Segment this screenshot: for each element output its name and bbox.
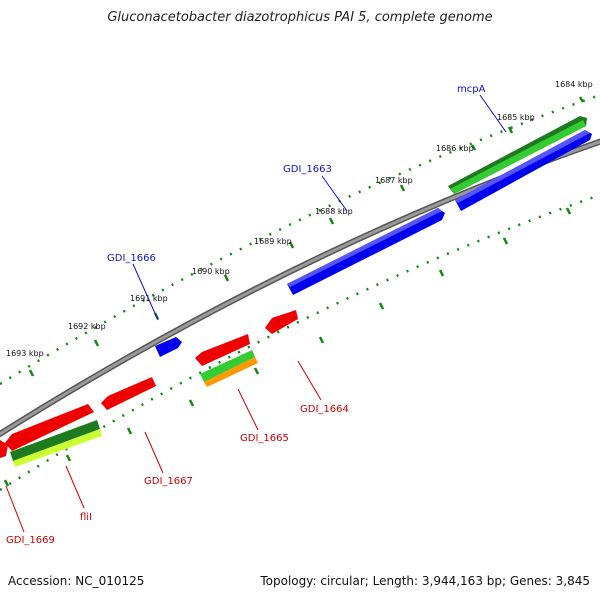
leader-line [5,485,25,533]
gene-arrow-red[interactable] [0,440,8,458]
tick-label: 1689 kbp [254,237,292,246]
leader-line [144,431,164,474]
tick-label: 1693 kbp [6,349,44,358]
gene-arrow-orange[interactable] [204,357,258,387]
tick-label: 1686 kbp [436,144,474,153]
gene-label-gdi-1663[interactable]: GDI_1663 [283,164,332,175]
inner-scale-ring [0,193,600,492]
gene-arrow-red[interactable] [101,377,156,410]
leader-line [321,175,348,212]
gene-label-mcpa[interactable]: mcpA [457,84,486,95]
leader-line [132,263,159,321]
gene-arrow-red[interactable] [195,334,250,366]
gene-arrow-red[interactable] [5,404,94,451]
tick-label: 1684 kbp [555,80,593,89]
tick-label: 1690 kbp [192,267,230,276]
gene-arrow-dark-green[interactable] [10,420,100,461]
map-title: Gluconacetobacter diazotrophicus PAI 5, … [107,10,493,25]
topology-text: Topology: circular; Length: 3,944,163 bp… [260,574,590,588]
gene-arrow-blue[interactable] [155,337,182,357]
outer-scale-ring [0,93,600,386]
leader-line [479,94,507,133]
leader-line [297,360,322,401]
gene-arrow-blue[interactable] [287,208,445,295]
leader-line [237,388,259,431]
gene-label-flii[interactable]: fliI [80,512,92,523]
gene-label-gdi-1665[interactable]: GDI_1665 [240,433,289,444]
leader-line [65,465,85,509]
gene-arrow-green[interactable] [200,350,255,382]
tick-label: 1685 kbp [497,113,535,122]
gene-label-gdi-1669[interactable]: GDI_1669 [6,535,55,546]
gene-arrow-yellow-green[interactable] [13,429,102,467]
tick-label: 1688 kbp [315,207,353,216]
tick-label: 1692 kbp [68,322,106,331]
accession-text: Accession: NC_010125 [8,574,145,588]
gene-label-gdi-1667[interactable]: GDI_1667 [144,476,193,487]
gene-arrow-red[interactable] [265,310,298,334]
gene-arrow-blue[interactable] [455,130,592,211]
gene-label-gdi-1666[interactable]: GDI_1666 [107,253,156,264]
gene-label-gdi-1664[interactable]: GDI_1664 [300,404,349,415]
tick-label: 1687 kbp [375,176,413,185]
